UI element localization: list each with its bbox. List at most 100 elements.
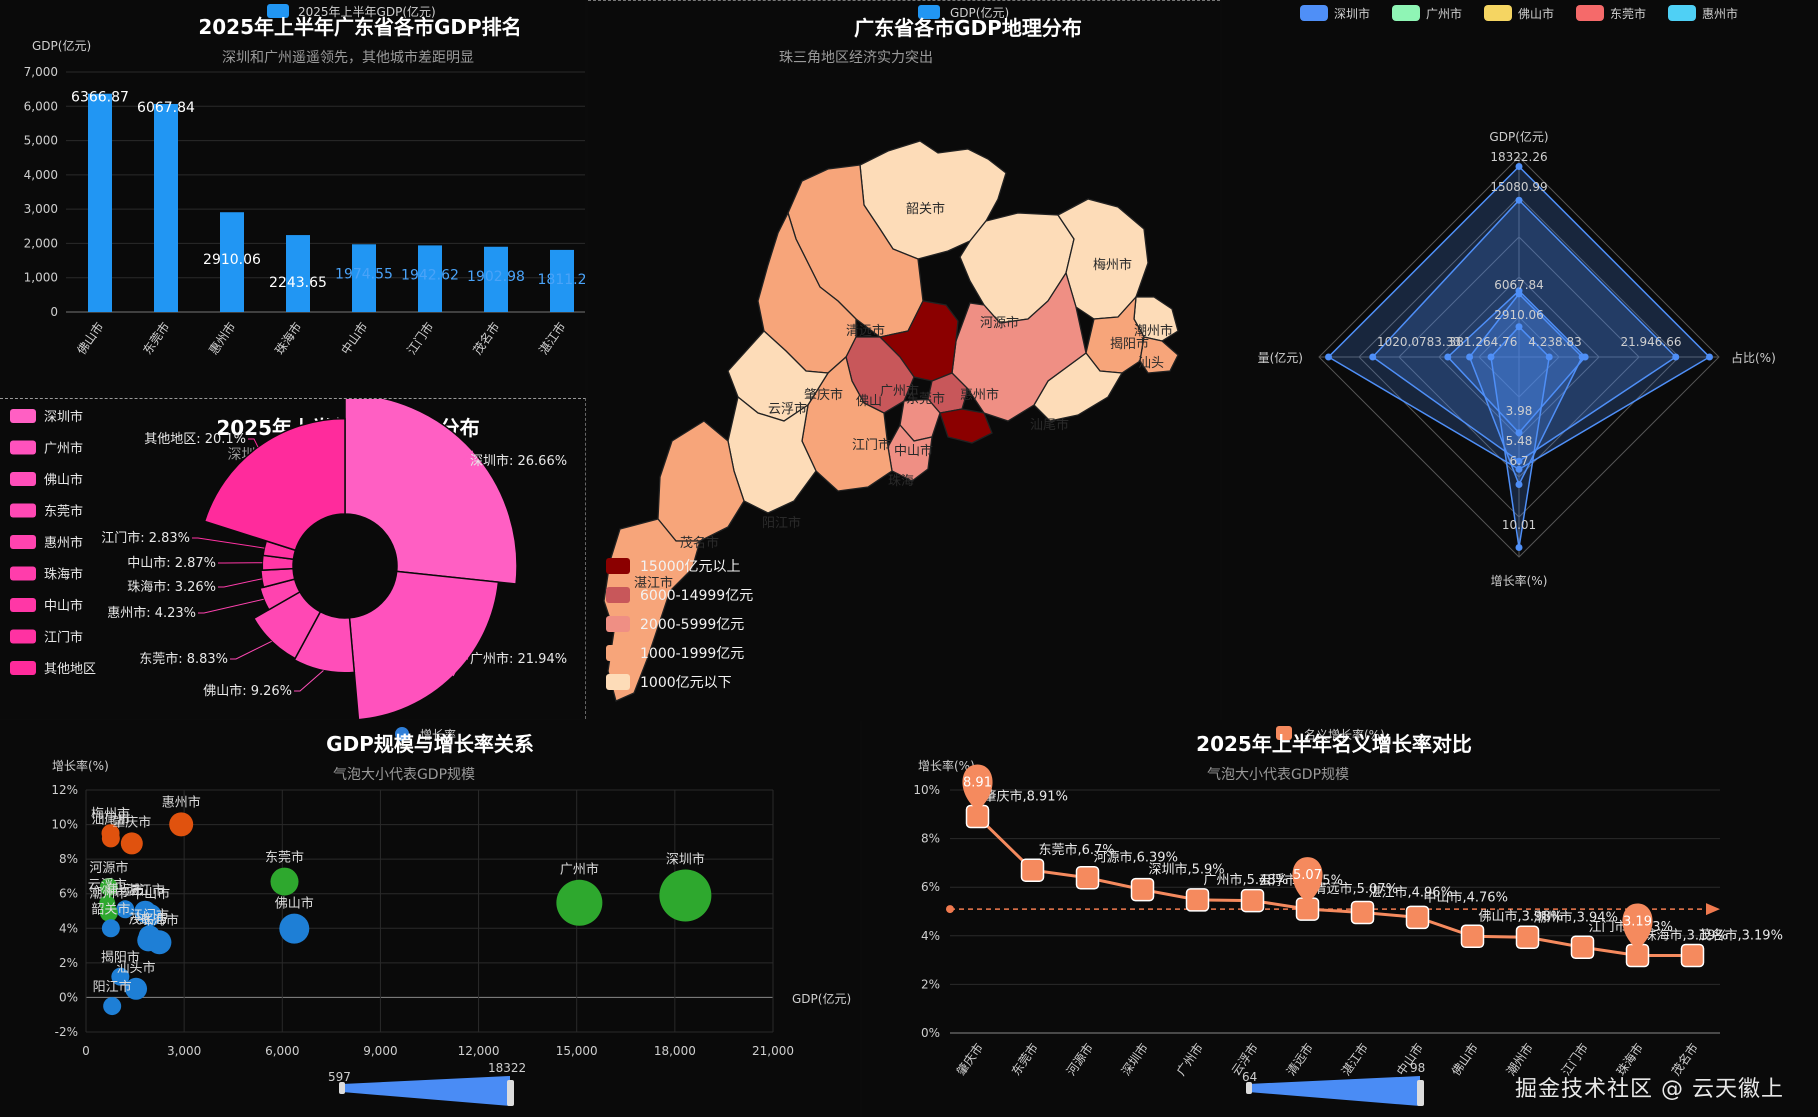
bar-珠海市[interactable] bbox=[286, 235, 310, 312]
line-legend-swatch[interactable] bbox=[1276, 726, 1292, 740]
pie-slice-惠州市[interactable] bbox=[259, 578, 301, 611]
radar-point[interactable] bbox=[1515, 429, 1523, 437]
line-point-深圳市[interactable] bbox=[1130, 877, 1155, 902]
bubble-江门市[interactable] bbox=[138, 925, 161, 948]
pie-legend-swatch[interactable] bbox=[10, 440, 36, 455]
pie-legend-swatch[interactable] bbox=[10, 535, 36, 549]
bubble-河源市[interactable] bbox=[99, 877, 118, 896]
bubble-肇庆市[interactable] bbox=[120, 832, 143, 855]
map-legend-label[interactable]: 6000-14999亿元 bbox=[640, 588, 753, 604]
bubble-佛山市[interactable] bbox=[279, 913, 310, 944]
radar-legend-swatch[interactable] bbox=[1668, 5, 1696, 21]
radar-legend-swatch[interactable] bbox=[1392, 5, 1420, 21]
pie-legend-swatch[interactable] bbox=[10, 409, 36, 423]
radar-legend-label[interactable]: 深圳市 bbox=[1334, 6, 1370, 21]
bubble-东莞市[interactable] bbox=[270, 867, 299, 896]
radar-point[interactable] bbox=[1515, 290, 1523, 298]
pie-slice-佛山市[interactable] bbox=[293, 610, 356, 674]
map-legend-label[interactable]: 15000亿元以上 bbox=[640, 559, 741, 575]
radar-point[interactable] bbox=[1705, 353, 1713, 361]
bubble-legend-swatch[interactable] bbox=[395, 727, 409, 741]
bubble-湛江市[interactable] bbox=[134, 900, 157, 923]
bubble-韶关市[interactable] bbox=[101, 919, 120, 938]
radar-legend-swatch[interactable] bbox=[1300, 5, 1328, 21]
map-legend-label[interactable]: 1000亿元以下 bbox=[640, 675, 732, 691]
radar-point[interactable] bbox=[1515, 465, 1523, 473]
pie-slice-其他地区[interactable] bbox=[203, 417, 346, 552]
radar-legend-label[interactable]: 惠州市 bbox=[1702, 6, 1738, 21]
line-zoom-slider[interactable]: 64 98 bbox=[1242, 1061, 1425, 1106]
bubble-汕尾市[interactable] bbox=[101, 829, 120, 848]
map-legend-swatch[interactable] bbox=[606, 674, 630, 690]
bar-茂名市[interactable] bbox=[484, 246, 508, 312]
radar-point[interactable] bbox=[1325, 353, 1333, 361]
pie-legend-swatch[interactable] bbox=[10, 598, 36, 612]
radar-legend-swatch[interactable] bbox=[1576, 5, 1604, 21]
region-shanwei[interactable] bbox=[1033, 352, 1124, 422]
line-point-中山市[interactable] bbox=[1405, 905, 1430, 930]
line-slider-fill[interactable] bbox=[1248, 1076, 1420, 1106]
line-point-湛江市[interactable] bbox=[1350, 900, 1375, 925]
radar-point[interactable] bbox=[1578, 353, 1586, 361]
map-legend-label[interactable]: 1000-1999亿元 bbox=[640, 646, 744, 662]
pie-slice-珠海市[interactable] bbox=[260, 567, 296, 589]
line-point-广州市[interactable] bbox=[1185, 888, 1210, 912]
pie-legend-label[interactable]: 江门市 bbox=[44, 630, 83, 646]
bubble-阳江市[interactable] bbox=[103, 997, 122, 1016]
region-shantou[interactable] bbox=[1139, 336, 1179, 374]
bubble-slider-handle-min[interactable] bbox=[339, 1082, 345, 1094]
bubble-slider-handle-max[interactable] bbox=[507, 1080, 514, 1106]
bubble-深圳市[interactable] bbox=[659, 869, 712, 922]
bar-湛江市[interactable] bbox=[550, 249, 574, 312]
line-point-江门市[interactable] bbox=[1570, 935, 1595, 959]
pie-slice-广州市[interactable] bbox=[348, 570, 500, 719]
radar-point[interactable] bbox=[1545, 353, 1553, 361]
line-point-河源市[interactable] bbox=[1075, 865, 1100, 890]
pie-legend-label[interactable]: 惠州市 bbox=[44, 535, 83, 551]
pie-slice-深圳市[interactable] bbox=[344, 399, 518, 585]
radar-point[interactable] bbox=[1672, 353, 1680, 361]
radar-legend-label[interactable]: 东莞市 bbox=[1610, 6, 1646, 21]
pie-legend-swatch[interactable] bbox=[10, 629, 36, 644]
radar-point[interactable] bbox=[1466, 353, 1474, 361]
pie-legend-label[interactable]: 深圳市 bbox=[44, 409, 83, 425]
radar-legend-swatch[interactable] bbox=[1484, 5, 1512, 21]
bubble-清远市[interactable] bbox=[116, 900, 135, 919]
map-legend-swatch[interactable] bbox=[606, 645, 630, 661]
line-legend-label[interactable]: 名义增长率(%) bbox=[1304, 727, 1385, 742]
pie-legend-label[interactable]: 广州市 bbox=[44, 441, 83, 457]
bubble-潮州市[interactable] bbox=[99, 903, 118, 922]
bubble-slider-fill[interactable] bbox=[342, 1076, 510, 1106]
radar-point[interactable] bbox=[1515, 543, 1523, 551]
line-slider-handle-min[interactable] bbox=[1246, 1082, 1252, 1094]
line-point-佛山市[interactable] bbox=[1460, 924, 1485, 949]
map-legend-swatch[interactable] bbox=[606, 558, 630, 574]
pie-legend-swatch[interactable] bbox=[10, 566, 36, 581]
region-maoming[interactable] bbox=[657, 420, 745, 542]
pie-legend-swatch[interactable] bbox=[10, 661, 36, 675]
bar-中山市[interactable] bbox=[352, 244, 376, 312]
bubble-揭阳市[interactable] bbox=[111, 967, 130, 986]
pie-legend-label[interactable]: 中山市 bbox=[44, 598, 83, 614]
line-slider-handle-max[interactable] bbox=[1417, 1080, 1424, 1106]
bar-佛山市[interactable] bbox=[88, 93, 112, 313]
line-markpoint-pin[interactable] bbox=[1292, 857, 1323, 904]
line-markpoint-pin[interactable] bbox=[1622, 903, 1653, 950]
bubble-zoom-slider[interactable]: 597 18322 bbox=[328, 1061, 526, 1106]
pie-legend-label[interactable]: 珠海市 bbox=[44, 567, 83, 583]
line-point-云浮市[interactable] bbox=[1240, 888, 1265, 913]
pie-legend-label[interactable]: 佛山市 bbox=[44, 472, 83, 488]
radar-point[interactable] bbox=[1515, 196, 1523, 204]
radar-point[interactable] bbox=[1515, 457, 1523, 465]
line-point-潮州市[interactable] bbox=[1515, 925, 1540, 950]
bar-江门市[interactable] bbox=[418, 245, 442, 312]
pie-legend-label[interactable]: 东莞市 bbox=[44, 504, 83, 520]
line-point-东莞市[interactable] bbox=[1020, 858, 1045, 882]
map-legend-swatch[interactable] bbox=[606, 587, 630, 603]
radar-legend-label[interactable]: 佛山市 bbox=[1518, 6, 1554, 21]
map-legend-swatch[interactable] bbox=[918, 5, 940, 19]
map-legend-label[interactable]: 2000-5999亿元 bbox=[640, 617, 744, 633]
bubble-汕头市[interactable] bbox=[125, 977, 148, 1000]
bar-东莞市[interactable] bbox=[154, 103, 178, 312]
bar-惠州市[interactable] bbox=[220, 212, 244, 312]
